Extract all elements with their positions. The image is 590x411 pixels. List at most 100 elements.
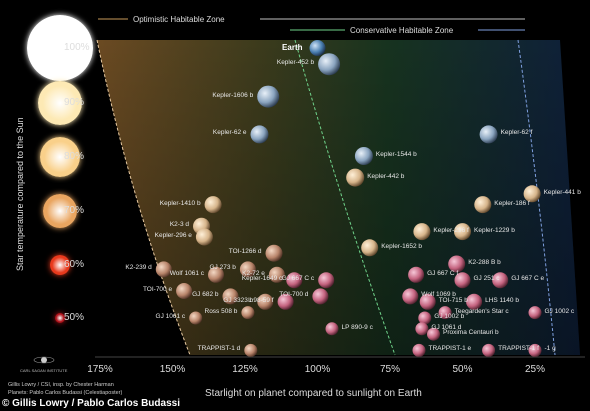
planet-label: TRAPPIST-1 f: [498, 345, 539, 353]
star-scale-dot: [50, 255, 70, 275]
planet-label: TRAPPIST-1 e: [428, 345, 472, 353]
planet-label: Teegarden's Star c: [454, 307, 509, 315]
planet-l-98-59-f: [277, 293, 294, 310]
planet-label: Kepler-1544 b: [375, 151, 417, 158]
planet-label: GJ 667 C c: [281, 275, 315, 283]
logo-icon: [33, 356, 55, 364]
y-tick-label: 70%: [64, 205, 85, 216]
x-tick-label: 25%: [524, 364, 546, 375]
planet-label: Kepler-442 b: [367, 172, 405, 180]
planet-label: Kepler-441 b: [543, 188, 581, 196]
planet--1-g: [528, 343, 542, 357]
planet-label: Wolf 1069 b: [421, 291, 456, 299]
planet-kepler-441-b: [523, 185, 541, 203]
planet-proxima-centauri-b: [427, 327, 440, 341]
y-tick-label: 100%: [64, 42, 90, 53]
planets-layer: [155, 40, 542, 357]
planet-kepler-1544-b: [354, 147, 373, 165]
planet-label: LP 890-9 c: [341, 323, 373, 331]
x-tick-label: 125%: [232, 364, 258, 375]
planet-gj-1002-b: [418, 311, 432, 325]
planet-label: GJ 667 C e: [511, 275, 545, 283]
planet-k2-239-d: [155, 261, 172, 278]
planet-label: GJ 1002 b: [434, 313, 465, 320]
planet-label: TOI-1266 d: [228, 248, 262, 256]
planet-wolf-1061-c: [208, 266, 224, 283]
planet-teegarden-s-star-c: [438, 306, 452, 320]
planet-label: GJ 1061 d: [431, 323, 462, 331]
planet-label: Kepler-1652 b: [381, 242, 423, 250]
planet-gj-667-c-f: [408, 266, 425, 283]
planet-label: GJ 273 b: [209, 264, 236, 272]
x-tick-label: 175%: [87, 364, 113, 375]
credit-line-3: © Gillis Lowry / Pablo Carlos Budassi: [2, 398, 180, 409]
planet-label: Proxima Centauri b: [443, 329, 499, 337]
planet-kepler-62-e: [250, 125, 269, 144]
planet-gj-273-b: [239, 261, 256, 278]
planet-kepler-1229-b: [454, 223, 471, 241]
planet-label: Kepler-1229 b: [474, 226, 515, 234]
planet-label: GJ 682 b: [192, 291, 219, 299]
planet-label: Kepler-1649 c: [241, 275, 283, 283]
star-scale-dot: [43, 194, 77, 228]
credit-line-2: Planets: Pablo Carlos Budassi (Celestiap…: [8, 390, 123, 396]
credit-line-1: Gillis Lowry / CSI, insp. by Chester Har…: [8, 382, 114, 388]
planet-toi-715-b: [419, 293, 436, 310]
planet-label: GJ 3323 b: [223, 296, 254, 304]
planet-trappist-1-d: [244, 343, 258, 357]
planet-label: Kepler-62 e: [212, 129, 247, 137]
planet-kepler-296-f: [413, 223, 431, 241]
planet-label: Kepler-186 f: [494, 199, 530, 207]
x-tick-label: 150%: [159, 364, 186, 375]
planet-toi-700-d: [312, 288, 329, 305]
planet-kepler-296-e: [195, 228, 213, 246]
planet-label: Kepler-296 f: [433, 226, 469, 234]
planet-kepler-186-f: [474, 196, 492, 214]
planet-k2-72-e: [268, 266, 285, 283]
planet-label: K2-288 B b: [468, 259, 501, 266]
planet-label: Kepler-1410 b: [159, 199, 201, 207]
planet-label: Kepler-296 e: [154, 232, 192, 239]
planet-label: Kepler-62 f: [500, 129, 533, 137]
y-axis-title: Star temperature compared to the Sun: [15, 117, 25, 271]
planet-gj-1002-c: [528, 306, 542, 320]
planet-kepler-452-b: [318, 53, 341, 76]
planet-trappist-1-e: [412, 343, 426, 357]
planet-label: TRAPPIST-1 d: [197, 345, 241, 353]
planet-earth: [309, 40, 326, 56]
planet-label: Kepler-452 b: [276, 59, 315, 67]
y-tick-label: 80%: [64, 151, 85, 162]
planet-label: LHS 1140 b: [485, 296, 519, 304]
planet-label: GJ 251 c: [473, 275, 500, 283]
planet-kepler-62-f: [479, 125, 498, 144]
planet-label: TOI-700 e: [142, 286, 173, 293]
planet-label: K2-3 d: [169, 221, 189, 229]
planet-label: Ross 508 b: [204, 307, 238, 315]
planet-label: K2-239 d: [125, 264, 152, 272]
planet-ross-508-b: [241, 306, 255, 320]
carl-sagan-logo: CARL SAGAN INSTITUTE: [20, 353, 67, 374]
planet-wolf-1069-b: [402, 288, 419, 305]
planet-toi-700-e: [176, 283, 193, 299]
planet-label: GJ 667 C f: [427, 269, 459, 277]
star-scale-dot: [40, 137, 80, 177]
planet-gj-667-c-e: [492, 272, 509, 289]
planet-label: GJ 1002 c: [544, 307, 575, 315]
planet-label: TOI-715 b: [438, 296, 468, 304]
planet-label: Wolf 1061 c: [169, 269, 204, 277]
star-scale-dot: [38, 81, 82, 125]
star-scale-dot: [55, 313, 65, 323]
planet-label: Earth: [282, 43, 303, 52]
x-axis-title: Starlight on planet compared to sunlight…: [205, 388, 422, 399]
planet-gj-1061-d: [415, 322, 429, 336]
y-tick-label: 50%: [64, 312, 85, 323]
planet-k2-288-b-b: [448, 255, 466, 273]
x-tick-label: 50%: [452, 364, 473, 375]
y-tick-label: 90%: [64, 97, 85, 108]
planet-label: TOI-700 d: [279, 291, 309, 299]
optimistic-zone-label: Optimistic Habitable Zone: [133, 15, 225, 24]
planet-kepler-1606-b: [257, 85, 280, 108]
x-tick-label: 75%: [379, 364, 401, 375]
